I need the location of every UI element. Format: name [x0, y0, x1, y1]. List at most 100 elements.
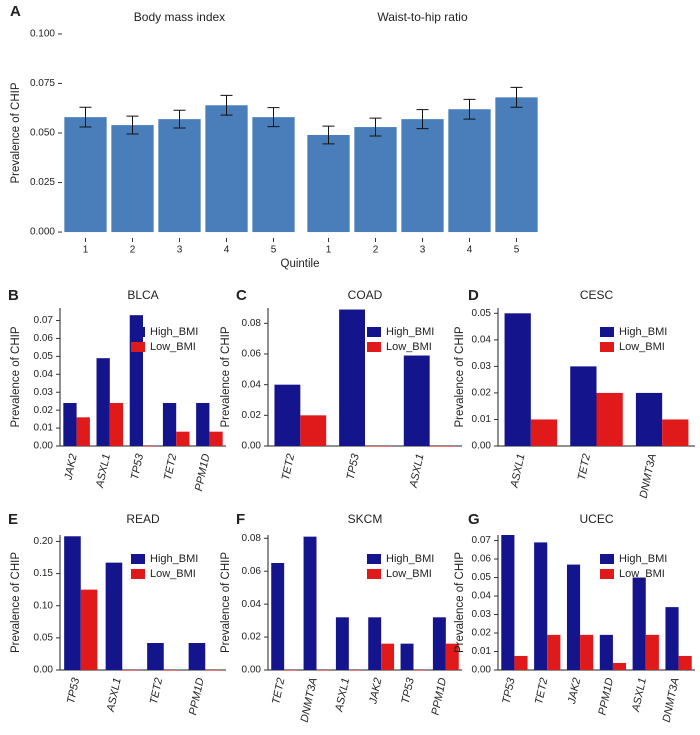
y-axis-label: Prevalence of CHIP: [454, 552, 466, 653]
y-tick-label: 0.08: [242, 533, 262, 544]
bar: [274, 384, 301, 446]
bar: [196, 402, 210, 446]
y-tick-label: 0.06: [242, 566, 262, 577]
bar: [570, 366, 597, 446]
y-tick-label: 0.07: [34, 315, 54, 326]
bar: [514, 655, 528, 670]
error-bar: [267, 107, 280, 128]
bar: [111, 125, 154, 233]
error-bar: [510, 86, 523, 108]
bar: [645, 634, 659, 670]
panel-letter: D: [468, 287, 479, 304]
y-axis-label: Prevalence of CHIP: [220, 326, 232, 427]
y-tick-label: 0.07: [472, 535, 492, 546]
y-tick-label: 0.01: [34, 423, 54, 434]
bar: [665, 607, 679, 670]
bar: [662, 419, 689, 446]
x-tick-label: 2: [373, 245, 379, 256]
legend-swatch: [367, 569, 381, 579]
panel-letter: E: [8, 511, 18, 528]
x-tick-label: PPM1D: [597, 677, 617, 717]
y-tick-label: 0.03: [472, 361, 492, 372]
x-tick-label: PPM1D: [187, 677, 207, 717]
legend-label: High_BMI: [619, 553, 667, 565]
x-tick-label: 5: [271, 245, 277, 256]
bar: [80, 589, 98, 670]
y-tick-label: 0.00: [242, 665, 262, 676]
bar: [365, 446, 391, 447]
bar: [534, 542, 548, 670]
error-bar: [369, 117, 382, 137]
error-bar: [220, 94, 233, 116]
y-axis-label: Prevalence of CHIP: [10, 82, 22, 183]
legend-swatch: [131, 342, 145, 352]
y-tick-label: 0.025: [30, 177, 55, 188]
legend-swatch: [600, 327, 614, 337]
y-axis-label: Prevalence of CHIP: [454, 326, 466, 427]
x-tick-label: JAK2: [367, 677, 384, 706]
bar: [381, 643, 395, 670]
error-bar: [463, 98, 476, 120]
x-axis-label: Quintile: [281, 258, 320, 270]
y-tick-label: 0.02: [242, 632, 262, 643]
bar: [303, 536, 317, 670]
x-tick-label: TET2: [533, 677, 550, 706]
bar: [271, 562, 285, 670]
legend-label: High_BMI: [619, 326, 667, 338]
legend-label: High_BMI: [150, 553, 198, 565]
x-tick-label: JAK2: [566, 677, 583, 706]
y-axis-label: Prevalence of CHIP: [10, 326, 22, 427]
x-tick-label: TP53: [65, 676, 82, 705]
x-tick-label: TP53: [129, 452, 146, 481]
chart-title: COAD: [348, 288, 383, 302]
y-tick-label: 0.00: [34, 665, 54, 676]
y-tick-label: 0.03: [472, 609, 492, 620]
bar: [209, 431, 223, 446]
x-tick-label: 2: [130, 245, 136, 256]
x-tick-label: TP53: [400, 676, 417, 705]
bar: [632, 577, 646, 670]
bar: [316, 670, 330, 671]
x-tick-label: TP53: [345, 452, 362, 481]
y-tick-label: 0.04: [34, 369, 54, 380]
bar: [158, 119, 201, 233]
y-tick-label: 0.00: [472, 441, 492, 452]
y-tick-label: 0.04: [472, 591, 492, 602]
bar: [566, 564, 581, 670]
error-bar: [173, 109, 186, 129]
panel-letter: F: [236, 511, 245, 528]
y-tick-label: 0.02: [34, 405, 54, 416]
bar: [109, 402, 124, 446]
y-tick-label: 0.000: [30, 227, 55, 238]
y-tick-label: 0.00: [472, 665, 492, 676]
bar: [64, 117, 107, 233]
legend-label: Low_BMI: [619, 341, 665, 353]
x-tick-label: ASXL1: [630, 677, 649, 714]
bar: [105, 562, 123, 670]
bar: [501, 535, 515, 670]
error-bar: [79, 106, 92, 128]
legend-label: Low_BMI: [386, 568, 432, 580]
legend-swatch: [131, 327, 145, 337]
legend-label: Low_BMI: [619, 568, 665, 580]
legend-swatch: [367, 342, 381, 352]
y-tick-label: 0.100: [30, 29, 55, 40]
x-tick-label: 1: [326, 245, 332, 256]
y-tick-label: 0.15: [34, 568, 54, 579]
x-tick-label: TP53: [500, 676, 517, 705]
bar: [401, 119, 444, 233]
bar: [403, 355, 430, 446]
bar: [635, 392, 663, 446]
y-tick-label: 0.06: [242, 349, 262, 360]
y-tick-label: 0.075: [30, 78, 55, 89]
bar: [413, 670, 427, 671]
y-tick-label: 0.05: [34, 351, 54, 362]
chart-title: UCEC: [579, 512, 613, 526]
y-tick-label: 0.02: [472, 628, 492, 639]
y-tick-label: 0.01: [472, 646, 492, 657]
chart-title: SKCM: [348, 512, 383, 526]
x-tick-label: TET2: [576, 453, 593, 482]
bar: [96, 358, 110, 446]
y-tick-label: 0.00: [242, 441, 262, 452]
y-tick-label: 0.050: [30, 128, 55, 139]
